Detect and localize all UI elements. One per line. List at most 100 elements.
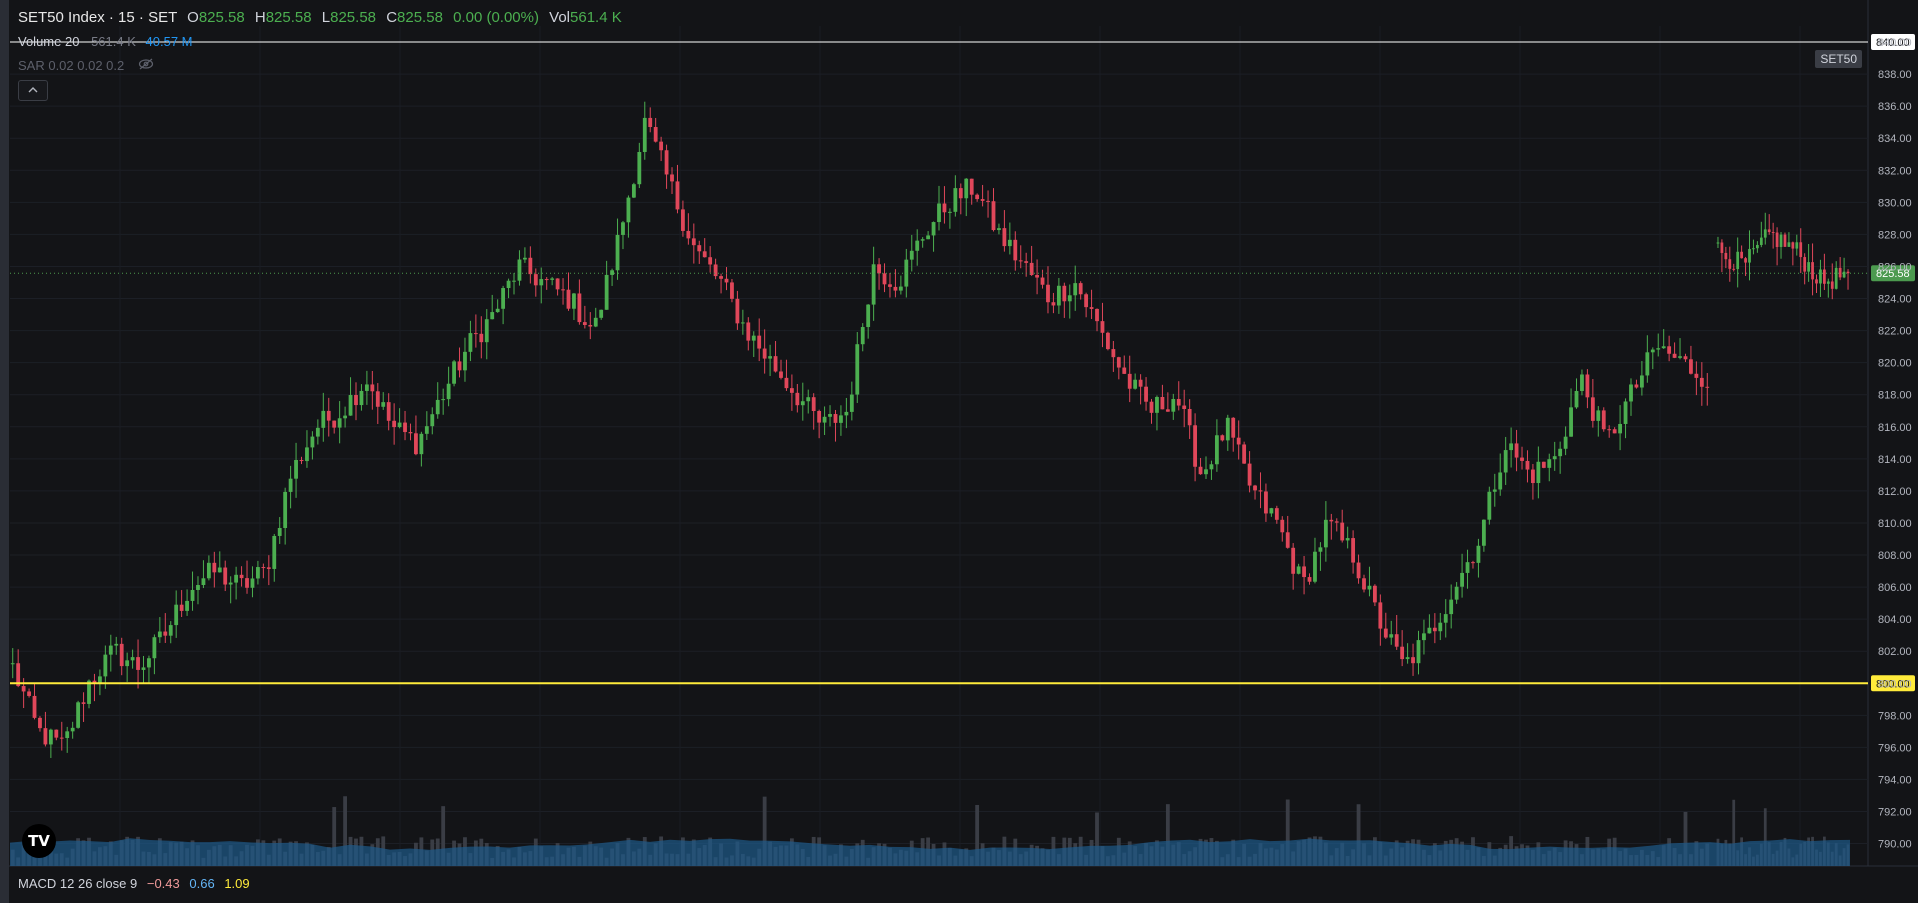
candle-body: [1187, 408, 1192, 426]
candle-body: [1795, 242, 1799, 249]
y-tick-label: 818.00: [1878, 390, 1912, 402]
tradingview-logo-icon[interactable]: TV: [22, 824, 56, 858]
candle-body: [1372, 585, 1377, 603]
candle-body: [130, 657, 135, 661]
candle-body: [637, 151, 642, 185]
candle-body: [648, 117, 653, 128]
candle-body: [686, 230, 691, 239]
candle-body: [1427, 627, 1432, 634]
volume-bar: [441, 806, 446, 866]
candle-body: [1585, 374, 1590, 398]
y-tick-label: 836.00: [1878, 101, 1912, 113]
candle-body: [1340, 522, 1345, 541]
hidden-eye-icon[interactable]: [138, 58, 154, 73]
collapse-legend-button[interactable]: [18, 80, 48, 101]
candle-body: [664, 150, 669, 175]
candle-body: [958, 188, 963, 199]
candle-body: [87, 680, 91, 704]
volume-ma-value: 40.57 M: [145, 34, 193, 49]
candle-body: [1383, 628, 1388, 638]
y-tick-label: 828.00: [1878, 229, 1912, 241]
candle-body: [1029, 262, 1034, 275]
candle-body: [136, 657, 140, 670]
candle-body: [1498, 472, 1503, 490]
price-tag-label: 800.00: [1876, 678, 1910, 690]
macd-legend[interactable]: MACD 12 26 close 9 −0.43 0.66 1.09: [18, 876, 250, 891]
candle-body: [332, 420, 337, 428]
candle-body: [1645, 352, 1650, 376]
candle-body: [1838, 267, 1842, 278]
candle-body: [1160, 396, 1165, 410]
sar-indicator-legend[interactable]: SAR 0.02 0.02 0.2: [18, 58, 154, 73]
y-tick-label: 794.00: [1878, 774, 1912, 786]
candle-body: [1699, 377, 1704, 387]
candle-body: [190, 589, 195, 601]
candle-body: [392, 420, 397, 428]
candle-body: [1756, 244, 1759, 249]
candle-body: [147, 658, 151, 668]
candle-body: [1552, 456, 1557, 460]
candle-body: [871, 264, 876, 305]
candle-body: [1274, 508, 1279, 520]
candle-body: [599, 309, 604, 318]
candle-body: [800, 401, 805, 406]
candle-body: [681, 209, 685, 231]
candle-body: [528, 257, 533, 275]
candle-body: [1763, 229, 1767, 238]
candle-body: [1155, 396, 1159, 413]
candle-body: [1807, 262, 1810, 272]
candle-body: [610, 270, 614, 275]
candle-body: [779, 371, 783, 378]
candle-body: [517, 259, 522, 281]
candle-body: [1443, 614, 1448, 623]
candle-body: [1607, 429, 1612, 431]
candle-body: [724, 278, 729, 283]
volume-indicator-legend[interactable]: Volume 20 561.4 K 40.57 M: [18, 34, 193, 49]
candle-body: [555, 278, 560, 290]
candle-body: [1618, 423, 1623, 434]
candle-body: [1122, 367, 1127, 374]
candle-body: [65, 731, 70, 738]
candle-body: [1509, 443, 1514, 451]
low-value: 825.58: [330, 9, 377, 26]
y-tick-label: 812.00: [1878, 486, 1912, 498]
candle-body: [1634, 384, 1639, 388]
candle-body: [386, 402, 391, 421]
macd-hist-value: 1.09: [224, 876, 250, 891]
candle-body: [735, 298, 740, 324]
candle-body: [212, 562, 217, 573]
candle-body: [1728, 259, 1732, 269]
candle-body: [1056, 285, 1061, 306]
candle-body: [784, 377, 789, 389]
candlestick-series: [10, 101, 1850, 758]
candle-body: [888, 284, 892, 287]
candle-body: [561, 289, 565, 291]
candle-body: [234, 574, 239, 583]
candle-body: [1280, 519, 1285, 533]
candle-body: [512, 280, 516, 282]
candle-body: [1214, 435, 1219, 465]
candle-body: [321, 410, 326, 428]
candle-body: [1165, 409, 1170, 412]
candle-body: [359, 390, 364, 406]
candle-body: [844, 411, 849, 416]
candle-body: [1405, 657, 1410, 660]
candle-body: [1748, 248, 1751, 263]
candle-body: [272, 535, 277, 569]
y-tick-label: 792.00: [1878, 806, 1912, 818]
candle-body: [152, 637, 157, 659]
candle-body: [179, 604, 184, 611]
candle-body: [806, 397, 811, 402]
candle-body: [1720, 242, 1724, 253]
candle-body: [1067, 295, 1072, 302]
candle-body: [484, 319, 489, 343]
candle-body: [1035, 274, 1039, 278]
candle-body: [125, 660, 130, 667]
candle-body: [1775, 232, 1779, 247]
candle-body: [256, 567, 260, 579]
candle-body: [1476, 545, 1481, 563]
symbol-legend: SET50 Index · 15 · SET O825.58 H825.58 L…: [18, 9, 622, 26]
candle-body: [866, 304, 871, 328]
